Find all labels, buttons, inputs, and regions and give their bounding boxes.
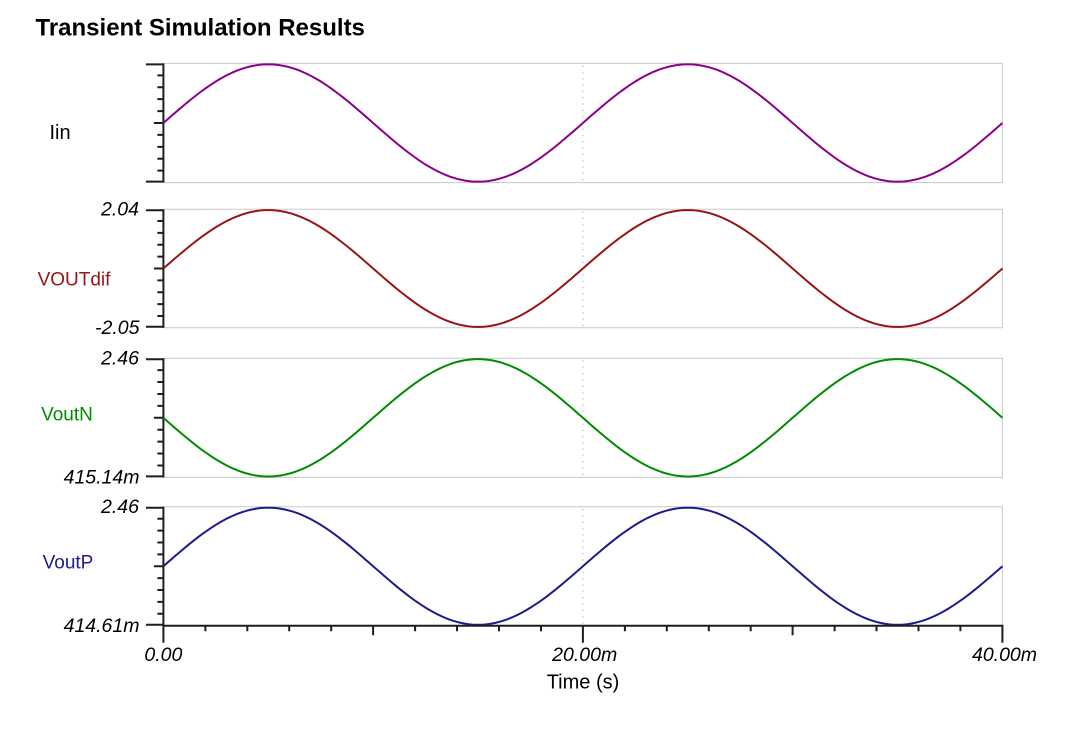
svg-text:414.61m: 414.61m [64, 615, 140, 637]
svg-text:VoutN: VoutN [41, 405, 93, 426]
svg-text:2.04: 2.04 [100, 199, 139, 221]
svg-text:VOUTdif: VOUTdif [38, 270, 112, 291]
svg-text:0.00: 0.00 [144, 644, 182, 666]
svg-text:20.00m: 20.00m [551, 644, 617, 666]
svg-text:Time (s): Time (s) [547, 672, 620, 694]
svg-text:415.14m: 415.14m [64, 467, 140, 489]
svg-text:Transient Simulation Results: Transient Simulation Results [36, 15, 365, 42]
svg-text:Iin: Iin [49, 122, 70, 144]
svg-text:2.46: 2.46 [100, 496, 139, 518]
svg-text:-2.05: -2.05 [95, 317, 140, 339]
svg-text:40.00m: 40.00m [972, 644, 1037, 666]
svg-text:2.46: 2.46 [100, 348, 139, 370]
svg-text:VoutP: VoutP [43, 553, 94, 574]
